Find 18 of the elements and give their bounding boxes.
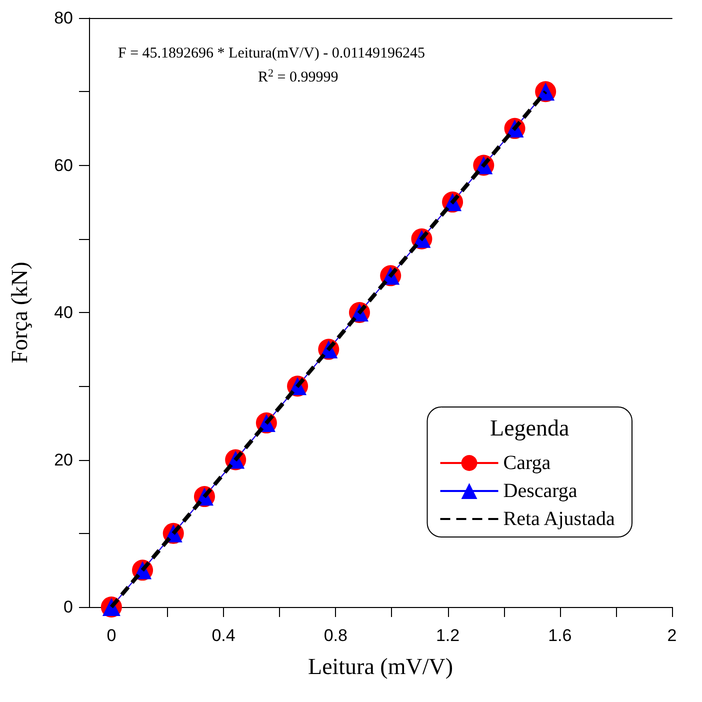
y-axis-title: Força (kN) <box>7 262 32 364</box>
y-tick-label: 20 <box>54 450 73 470</box>
x-axis-title: Leitura (mV/V) <box>308 654 453 679</box>
x-tick-label: 2 <box>667 626 677 645</box>
x-tick-label: 0.8 <box>324 626 348 645</box>
legend-label: Carga <box>503 452 551 474</box>
y-tick-label: 0 <box>64 598 73 616</box>
legend-title: Legenda <box>490 416 570 440</box>
y-tick-label: 40 <box>54 303 73 322</box>
x-tick-label: 1.2 <box>436 626 460 645</box>
x-tick-label: 0.4 <box>212 626 236 645</box>
x-tick-label: 0 <box>106 626 116 645</box>
legend-label: Reta Ajustada <box>503 508 616 530</box>
y-tick-label: 60 <box>54 156 73 175</box>
x-tick-label: 1.6 <box>548 626 572 645</box>
y-tick-label: 80 <box>54 8 73 28</box>
annotation: F = 45.1892696 * Leitura(mV/V) - 0.01149196245 <box>118 46 426 62</box>
legend-label: Descarga <box>503 480 578 502</box>
